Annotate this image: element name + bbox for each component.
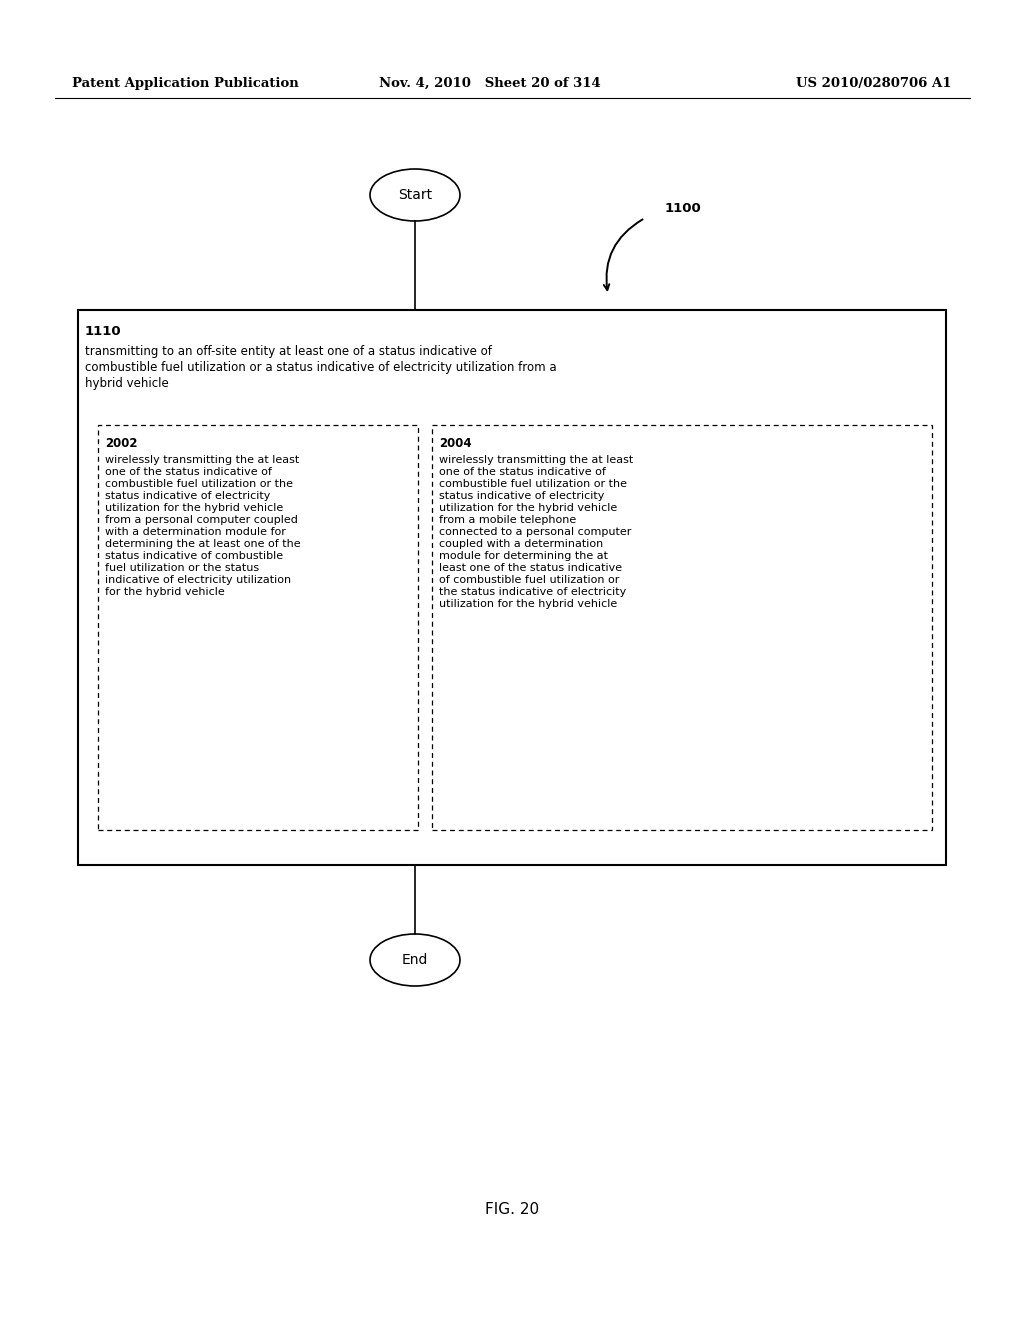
Text: 2004: 2004 [439,437,472,450]
Text: US 2010/0280706 A1: US 2010/0280706 A1 [797,77,952,90]
Text: Patent Application Publication: Patent Application Publication [72,77,299,90]
Bar [78,310,946,865]
Text: transmitting to an off-site entity at least one of a status indicative of
combus: transmitting to an off-site entity at le… [85,345,557,389]
Text: wirelessly transmitting the at least
one of the status indicative of
combustible: wirelessly transmitting the at least one… [439,455,633,609]
Text: FIG. 20: FIG. 20 [485,1203,539,1217]
Text: Start: Start [398,187,432,202]
Text: Nov. 4, 2010   Sheet 20 of 314: Nov. 4, 2010 Sheet 20 of 314 [379,77,601,90]
Text: wirelessly transmitting the at least
one of the status indicative of
combustible: wirelessly transmitting the at least one… [105,455,301,597]
Bar [432,425,932,830]
Text: 2002: 2002 [105,437,137,450]
Text: 1100: 1100 [665,202,701,214]
Text: 1110: 1110 [85,325,122,338]
Bar [98,425,418,830]
Text: End: End [401,953,428,968]
